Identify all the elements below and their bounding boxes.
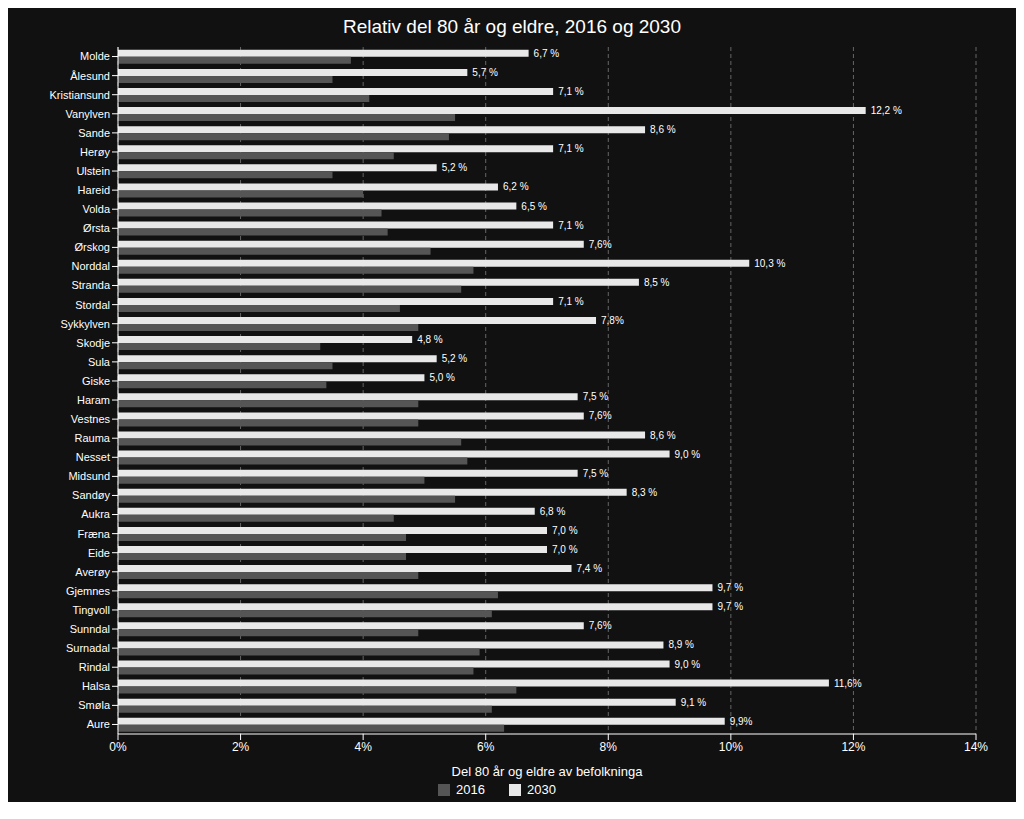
svg-text:8,9 %: 8,9 % bbox=[668, 639, 694, 650]
svg-text:Haram: Haram bbox=[77, 394, 110, 406]
svg-text:4%: 4% bbox=[354, 740, 372, 754]
svg-text:Tingvoll: Tingvoll bbox=[73, 604, 111, 616]
svg-text:Vestnes: Vestnes bbox=[71, 413, 111, 425]
svg-text:9,0 %: 9,0 % bbox=[675, 659, 701, 670]
svg-text:Rindal: Rindal bbox=[79, 661, 110, 673]
svg-text:9,7 %: 9,7 % bbox=[717, 601, 743, 612]
svg-text:7,5 %: 7,5 % bbox=[583, 391, 609, 402]
svg-text:Nesset: Nesset bbox=[76, 451, 110, 463]
svg-text:Rauma: Rauma bbox=[75, 432, 111, 444]
svg-text:4,8 %: 4,8 % bbox=[417, 334, 443, 345]
svg-text:Surnadal: Surnadal bbox=[66, 642, 110, 654]
svg-text:Aure: Aure bbox=[87, 718, 110, 730]
svg-text:7,4 %: 7,4 % bbox=[577, 563, 603, 574]
svg-text:2%: 2% bbox=[232, 740, 250, 754]
svg-text:7,6%: 7,6% bbox=[589, 620, 612, 631]
svg-text:7,1 %: 7,1 % bbox=[558, 296, 584, 307]
svg-text:9,9%: 9,9% bbox=[730, 716, 753, 727]
svg-text:6%: 6% bbox=[477, 740, 495, 754]
svg-text:Ørsta: Ørsta bbox=[83, 222, 111, 234]
svg-text:Stranda: Stranda bbox=[71, 279, 110, 291]
svg-text:7,5 %: 7,5 % bbox=[583, 468, 609, 479]
svg-text:9,0 %: 9,0 % bbox=[675, 449, 701, 460]
svg-text:Sunndal: Sunndal bbox=[70, 623, 110, 635]
svg-text:Herøy: Herøy bbox=[80, 146, 110, 158]
svg-text:Sandøy: Sandøy bbox=[72, 489, 110, 501]
svg-text:8,6 %: 8,6 % bbox=[650, 124, 676, 135]
svg-text:5,2 %: 5,2 % bbox=[442, 353, 468, 364]
svg-text:10%: 10% bbox=[719, 740, 743, 754]
svg-text:Sula: Sula bbox=[88, 356, 111, 368]
svg-text:Skodje: Skodje bbox=[76, 337, 110, 349]
svg-text:Hareid: Hareid bbox=[78, 184, 110, 196]
svg-text:6,7 %: 6,7 % bbox=[534, 48, 560, 59]
svg-text:7,0 %: 7,0 % bbox=[552, 544, 578, 555]
svg-text:6,2 %: 6,2 % bbox=[503, 181, 529, 192]
svg-text:5,7 %: 5,7 % bbox=[472, 67, 498, 78]
svg-text:8,3 %: 8,3 % bbox=[632, 487, 658, 498]
svg-text:Vanylven: Vanylven bbox=[66, 108, 110, 120]
html-text:2030: 2030 bbox=[527, 782, 556, 797]
svg-text:Eide: Eide bbox=[88, 547, 110, 559]
svg-text:9,7 %: 9,7 % bbox=[717, 582, 743, 593]
svg-text:Gjemnes: Gjemnes bbox=[66, 585, 111, 597]
svg-text:8,6 %: 8,6 % bbox=[650, 430, 676, 441]
svg-text:Del 80 år og eldre av befolkni: Del 80 år og eldre av befolkninga bbox=[452, 764, 644, 779]
svg-text:7,1 %: 7,1 % bbox=[558, 220, 584, 231]
svg-text:Molde: Molde bbox=[80, 50, 110, 62]
svg-text:12,2 %: 12,2 % bbox=[871, 105, 902, 116]
svg-text:Midsund: Midsund bbox=[68, 470, 110, 482]
svg-text:Giske: Giske bbox=[82, 375, 110, 387]
svg-text:Halsa: Halsa bbox=[82, 680, 111, 692]
svg-text:0%: 0% bbox=[109, 740, 127, 754]
svg-text:11,6%: 11,6% bbox=[834, 678, 862, 689]
html-text:Relativ del 80 år og eldre, 20: Relativ del 80 år og eldre, 2016 og 2030 bbox=[343, 16, 681, 37]
svg-text:5,0 %: 5,0 % bbox=[429, 372, 455, 383]
svg-text:7,1 %: 7,1 % bbox=[558, 86, 584, 97]
svg-text:Fræna: Fræna bbox=[78, 528, 111, 540]
html-text:2016: 2016 bbox=[456, 782, 485, 797]
svg-text:7,6%: 7,6% bbox=[589, 239, 612, 250]
svg-text:10,3 %: 10,3 % bbox=[754, 258, 785, 269]
svg-text:6,8 %: 6,8 % bbox=[540, 506, 566, 517]
svg-text:5,2 %: 5,2 % bbox=[442, 162, 468, 173]
svg-text:Volda: Volda bbox=[82, 203, 110, 215]
svg-text:7,0 %: 7,0 % bbox=[552, 525, 578, 536]
svg-text:Ålesund: Ålesund bbox=[70, 70, 110, 82]
svg-text:7,1 %: 7,1 % bbox=[558, 143, 584, 154]
svg-text:Norddal: Norddal bbox=[71, 260, 110, 272]
svg-text:Smøla: Smøla bbox=[78, 699, 111, 711]
svg-text:7,8%: 7,8% bbox=[601, 315, 624, 326]
svg-text:Ørskog: Ørskog bbox=[75, 241, 110, 253]
svg-text:Sykkylven: Sykkylven bbox=[60, 318, 110, 330]
svg-text:8,5 %: 8,5 % bbox=[644, 277, 670, 288]
svg-text:Ulstein: Ulstein bbox=[76, 165, 110, 177]
svg-text:Averøy: Averøy bbox=[75, 566, 110, 578]
svg-text:Sande: Sande bbox=[78, 127, 110, 139]
svg-text:9,1 %: 9,1 % bbox=[681, 697, 707, 708]
svg-text:Aukra: Aukra bbox=[81, 508, 111, 520]
svg-text:12%: 12% bbox=[841, 740, 865, 754]
svg-text:6,5 %: 6,5 % bbox=[521, 201, 547, 212]
svg-text:14%: 14% bbox=[964, 740, 988, 754]
svg-text:Stordal: Stordal bbox=[75, 299, 110, 311]
svg-text:Kristiansund: Kristiansund bbox=[49, 89, 110, 101]
svg-text:7,6%: 7,6% bbox=[589, 410, 612, 421]
svg-text:8%: 8% bbox=[600, 740, 618, 754]
